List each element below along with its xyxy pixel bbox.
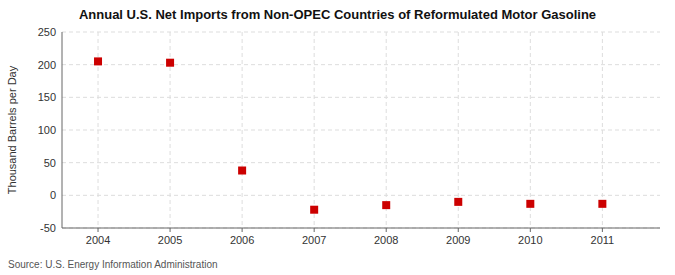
x-grid-line xyxy=(530,32,531,228)
point xyxy=(382,201,390,209)
y-tick-label: 50 xyxy=(44,157,56,169)
y-tick-label: -50 xyxy=(40,222,56,234)
x-tick xyxy=(242,228,243,232)
y-grid-line xyxy=(62,97,660,98)
y-grid-line xyxy=(62,32,660,33)
chart: 2004 2005 2006 2007 2008 2009 2010 2011 -50 0 50 10… xyxy=(0,0,675,275)
x-grid-line xyxy=(602,32,603,228)
y-axis-line xyxy=(62,32,63,228)
x-tick xyxy=(98,228,99,232)
x-tick-label: 2007 xyxy=(302,234,326,246)
point xyxy=(238,167,246,175)
y-grid-line xyxy=(62,228,660,229)
points xyxy=(94,57,606,213)
y-tick-label: 250 xyxy=(38,26,56,38)
x-tick-label: 2010 xyxy=(518,234,542,246)
point xyxy=(310,206,318,214)
y-tick-label: 200 xyxy=(38,59,56,71)
source-note: Source: U.S. Energy Information Administ… xyxy=(8,259,218,270)
y-axis-label: Thousand Barrels per Day xyxy=(6,65,18,194)
x-grid-line xyxy=(314,32,315,228)
point xyxy=(94,57,102,65)
x-tick-label: 2009 xyxy=(446,234,470,246)
x-tick-label: 2005 xyxy=(158,234,182,246)
point xyxy=(166,59,174,67)
y-tick-label: 0 xyxy=(50,189,56,201)
y-grid-line xyxy=(62,64,660,65)
x-tick xyxy=(602,228,603,232)
x-grid-line xyxy=(386,32,387,228)
x-tick xyxy=(386,228,387,232)
y-tick-label: 100 xyxy=(38,124,56,136)
x-tick-label: 2006 xyxy=(230,234,254,246)
x-tick xyxy=(458,228,459,232)
x-grid-line xyxy=(242,32,243,228)
x-tick xyxy=(314,228,315,232)
x-tick-label: 2011 xyxy=(591,234,615,246)
y-grid-line xyxy=(62,162,660,163)
point xyxy=(526,200,534,208)
title: Annual U.S. Net Imports from Non-OPEC Co… xyxy=(79,7,596,22)
x-tick xyxy=(530,228,531,232)
x-axis-line xyxy=(62,228,660,229)
y-tick-label: 150 xyxy=(38,91,56,103)
point xyxy=(454,198,462,206)
y-grid-line xyxy=(62,195,660,196)
x-tick-label: 2008 xyxy=(374,234,398,246)
x-tick xyxy=(170,228,171,232)
point xyxy=(598,200,606,208)
x-tick-label: 2004 xyxy=(86,234,110,246)
grid xyxy=(62,32,660,228)
y-grid-line xyxy=(62,130,660,131)
